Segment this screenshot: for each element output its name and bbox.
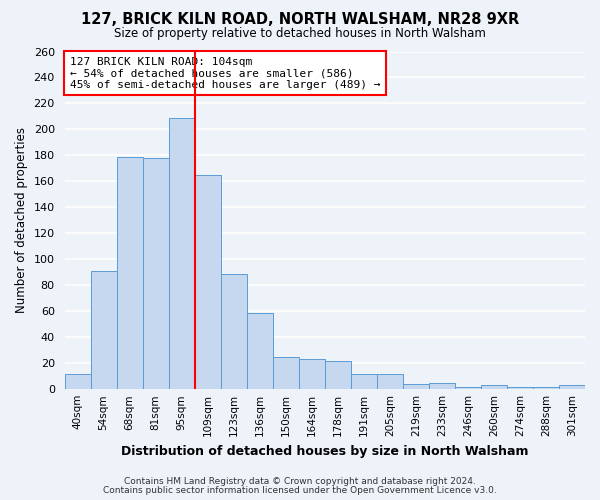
Y-axis label: Number of detached properties: Number of detached properties bbox=[15, 128, 28, 314]
Bar bbox=[325, 360, 351, 389]
Bar bbox=[377, 374, 403, 389]
Bar bbox=[533, 386, 559, 389]
Bar bbox=[143, 158, 169, 389]
Bar bbox=[169, 118, 194, 389]
Bar bbox=[91, 271, 116, 389]
Bar bbox=[429, 382, 455, 389]
Bar bbox=[221, 274, 247, 389]
Bar bbox=[507, 386, 533, 389]
Bar bbox=[65, 374, 91, 389]
Bar bbox=[559, 386, 585, 389]
Bar bbox=[455, 386, 481, 389]
Bar bbox=[194, 175, 221, 389]
Bar bbox=[481, 386, 507, 389]
Text: Contains HM Land Registry data © Crown copyright and database right 2024.: Contains HM Land Registry data © Crown c… bbox=[124, 477, 476, 486]
X-axis label: Distribution of detached houses by size in North Walsham: Distribution of detached houses by size … bbox=[121, 444, 529, 458]
Text: Contains public sector information licensed under the Open Government Licence v3: Contains public sector information licen… bbox=[103, 486, 497, 495]
Bar bbox=[403, 384, 429, 389]
Bar bbox=[247, 312, 273, 389]
Bar bbox=[116, 156, 143, 389]
Text: 127, BRICK KILN ROAD, NORTH WALSHAM, NR28 9XR: 127, BRICK KILN ROAD, NORTH WALSHAM, NR2… bbox=[81, 12, 519, 28]
Text: 127 BRICK KILN ROAD: 104sqm
← 54% of detached houses are smaller (586)
45% of se: 127 BRICK KILN ROAD: 104sqm ← 54% of det… bbox=[70, 56, 380, 90]
Bar bbox=[273, 356, 299, 389]
Bar bbox=[351, 374, 377, 389]
Bar bbox=[299, 360, 325, 389]
Text: Size of property relative to detached houses in North Walsham: Size of property relative to detached ho… bbox=[114, 28, 486, 40]
